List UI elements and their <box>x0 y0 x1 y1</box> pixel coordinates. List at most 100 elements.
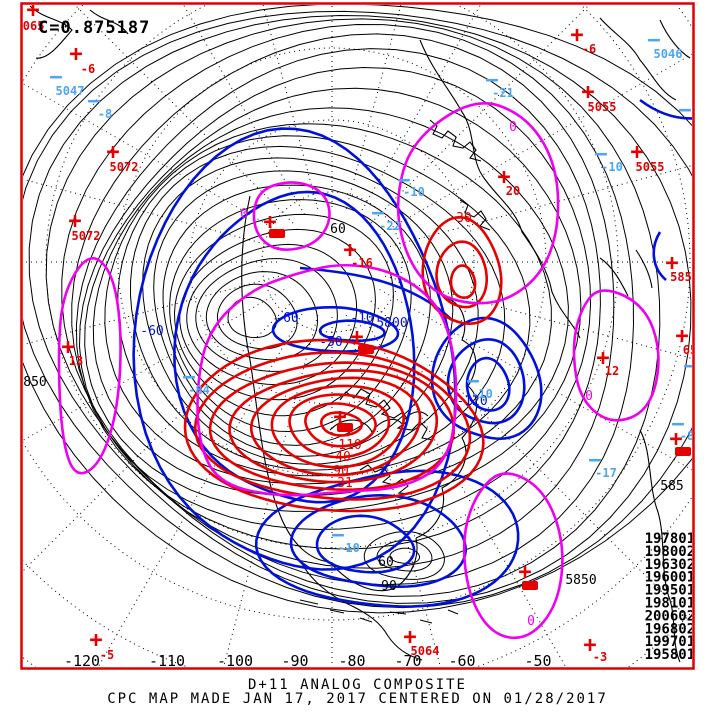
plus-marker-icon: + <box>581 80 594 105</box>
correlation-value: C=0.875187 <box>38 18 151 38</box>
marker-value: -22 <box>379 219 401 233</box>
contour-label: 5800 <box>376 316 407 331</box>
plus-marker-icon: + <box>518 560 531 585</box>
positive-markers: +5065+-6+5072+5072+13+-5+-6+5055+5055+20… <box>16 0 706 664</box>
negative-markers: −5047 −-8−5046−-21−−-10−-10−-22−-84−-17−-… <box>49 28 694 555</box>
marker-value-blob <box>269 229 285 238</box>
longitude-label: -50 <box>524 652 551 670</box>
map-frame <box>20 2 695 670</box>
coastlines <box>29 5 691 663</box>
marker-value: -8 <box>680 429 694 443</box>
minus-marker-icon: − <box>594 142 607 167</box>
marker-value-blob <box>358 345 374 354</box>
marker-value: 65 <box>683 343 697 357</box>
marker-value: 5046 <box>654 47 683 61</box>
minus-marker-icon: − <box>397 168 410 193</box>
longitude-axis: -120 -110 -100 -90 -80 -70 -60 -50 <box>64 652 552 670</box>
minus-marker-icon: − <box>588 448 601 473</box>
contour-label: -10 <box>350 311 373 326</box>
plus-marker-icon: + <box>263 210 276 235</box>
plus-marker-icon: + <box>68 209 81 234</box>
longitude-label: -80 <box>338 652 365 670</box>
contour-label: 40 <box>335 450 351 465</box>
longitude-label: -120 <box>64 652 100 670</box>
minus-marker-icon: − <box>331 523 344 548</box>
plus-marker-icon: + <box>665 251 678 276</box>
contour-label: 850 <box>23 375 46 390</box>
analog-date: 19950120 <box>645 583 712 599</box>
marker-value: -10 <box>338 541 360 555</box>
marker-value: 12 <box>605 364 619 378</box>
marker-value: -10 <box>471 387 493 401</box>
zero-line-contours <box>57 102 660 640</box>
map-subtitle: CPC MAP MADE JAN 17, 2017 CENTERED ON 01… <box>107 691 608 707</box>
contour-label: 0 <box>527 614 535 629</box>
minus-marker-icon: − <box>678 98 691 123</box>
analog-date: 19970111 <box>645 634 712 650</box>
marker-value-blob <box>337 423 353 432</box>
marker-value: 5047 <box>56 84 85 98</box>
marker-value: -84 <box>188 383 210 397</box>
marker-value: 20 <box>506 184 520 198</box>
plus-marker-icon: + <box>61 335 74 360</box>
plus-marker-icon: + <box>583 633 596 658</box>
analog-date: 19680209 <box>645 621 712 637</box>
marker-value: -10 <box>403 185 425 199</box>
marker-value: -8 <box>98 107 112 121</box>
marker-value: -5 <box>100 648 114 662</box>
contour-label: 0 <box>240 207 248 222</box>
plus-marker-icon: + <box>106 140 119 165</box>
marker-value: 5055 <box>636 160 665 174</box>
positive-anomaly-contours <box>183 215 503 513</box>
marker-value: -16 <box>351 256 373 270</box>
contour-label: -60 <box>275 311 298 326</box>
contour-label: 0 <box>509 120 517 135</box>
map-title: D+11 ANALOG COMPOSITE <box>247 677 467 693</box>
plus-marker-icon: + <box>497 165 510 190</box>
plus-marker-icon: + <box>26 0 39 23</box>
marker-value: 5065 <box>16 19 45 33</box>
longitude-label: -110 <box>149 652 185 670</box>
contour-label: -120 <box>456 394 487 409</box>
contour-label: -60 <box>140 324 163 339</box>
marker-value: -6 <box>582 42 596 56</box>
contour-label: 585 <box>660 479 683 494</box>
marker-value: 8 <box>679 445 686 459</box>
marker-value-blob <box>522 581 538 590</box>
contour-label: 60 <box>330 222 346 237</box>
minus-marker-icon: − <box>671 412 684 437</box>
blue-contour-labels: -60 -60 -50 5800 -120 -10 <box>140 311 487 409</box>
minus-marker-icon: − <box>485 68 498 93</box>
minus-marker-icon: − <box>647 28 660 53</box>
contour-label: 110 <box>338 438 361 453</box>
marker-value: -3 <box>593 650 607 664</box>
analog-date: 19810113 <box>645 596 712 612</box>
longitude-label: -100 <box>217 652 253 670</box>
plus-marker-icon: + <box>693 603 706 628</box>
marker-value: 5055 <box>588 100 617 114</box>
plus-marker-icon: + <box>570 23 583 48</box>
marker-value: 5072 <box>72 229 101 243</box>
longitude-label: -70 <box>394 652 421 670</box>
marker-value: -6 <box>81 62 95 76</box>
analog-date: 19780125 <box>645 531 712 547</box>
marker-value: -21 <box>492 86 514 100</box>
plus-marker-icon: + <box>669 427 682 452</box>
contour-label: 30 <box>456 211 472 226</box>
minus-marker-icon: − <box>182 365 195 390</box>
plus-marker-icon: + <box>596 346 609 371</box>
marker-value: -10 <box>601 160 623 174</box>
magenta-contour-labels: 0 0 0 0 <box>240 120 593 629</box>
analog-date: 20060208 <box>645 608 712 624</box>
plus-marker-icon: + <box>403 625 416 650</box>
plus-marker-icon: + <box>630 140 643 165</box>
longitude-label: -60 <box>448 652 475 670</box>
minus-marker-icon: − <box>466 369 479 394</box>
plus-marker-icon: + <box>69 42 82 67</box>
marker-value: 13 <box>69 354 83 368</box>
minus-marker-icon: − <box>87 89 100 114</box>
plus-marker-icon: + <box>350 325 363 350</box>
minus-marker-icon: − <box>49 65 62 90</box>
